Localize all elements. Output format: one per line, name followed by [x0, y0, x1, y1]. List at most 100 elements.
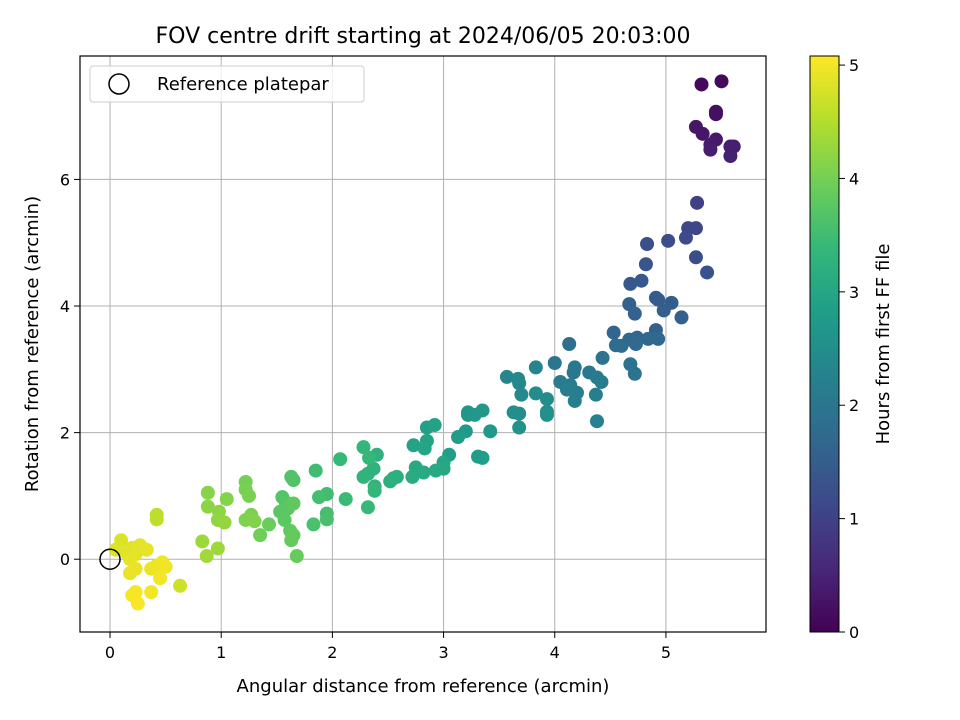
data-point	[200, 485, 215, 500]
data-point	[405, 469, 420, 484]
data-point	[319, 512, 334, 527]
y-tick-label: 0	[60, 550, 70, 569]
data-point	[623, 276, 638, 291]
data-point	[690, 195, 705, 210]
data-point	[594, 374, 609, 389]
data-point	[338, 492, 353, 507]
y-tick-label: 6	[60, 170, 70, 189]
data-point	[674, 310, 689, 325]
data-point	[595, 350, 610, 365]
data-point	[475, 450, 490, 465]
colorbar-tick-label: 3	[849, 283, 859, 302]
data-point	[656, 303, 671, 318]
data-point	[128, 585, 143, 600]
data-point	[588, 387, 603, 402]
x-tick-label: 1	[216, 643, 226, 662]
reference-point-marker	[99, 548, 121, 570]
data-point	[651, 331, 666, 346]
data-point	[512, 376, 527, 391]
data-point	[514, 387, 529, 402]
data-point	[661, 233, 676, 248]
data-point	[210, 541, 225, 556]
data-point	[528, 386, 543, 401]
data-point	[247, 514, 262, 529]
data-point	[708, 107, 723, 122]
data-point	[512, 420, 527, 435]
data-point	[694, 77, 709, 92]
data-point	[219, 492, 234, 507]
data-point	[356, 469, 371, 484]
data-point	[253, 528, 268, 543]
data-point	[628, 337, 643, 351]
colorbar-tick-label: 2	[849, 396, 859, 415]
data-point	[277, 512, 292, 527]
data-point	[638, 257, 653, 272]
data-point	[144, 585, 159, 600]
data-point	[153, 571, 168, 586]
colorbar-tick-label: 4	[849, 169, 859, 188]
x-axis-label: Angular distance from reference (arcmin)	[237, 676, 610, 697]
y-tick-label: 4	[60, 297, 70, 316]
x-tick-label: 2	[327, 643, 337, 662]
x-tick-label: 0	[105, 643, 115, 662]
data-point	[241, 488, 256, 503]
data-point	[512, 406, 527, 421]
data-point	[566, 365, 581, 380]
data-point	[634, 273, 649, 288]
data-point	[130, 596, 145, 611]
data-point	[714, 74, 729, 89]
data-point	[367, 483, 382, 498]
colorbar-label: Hours from first FF file	[873, 244, 894, 445]
colorbar-scale	[809, 55, 840, 633]
data-point	[262, 517, 277, 532]
data-point	[562, 337, 577, 351]
data-point	[695, 126, 710, 141]
data-point	[195, 534, 210, 549]
data-point	[139, 542, 154, 557]
x-axis-ticks: 0 1 2 3 4 5	[105, 632, 671, 662]
data-point	[641, 331, 656, 346]
data-point	[333, 452, 348, 467]
x-tick-label: 3	[438, 643, 448, 662]
data-point	[308, 463, 323, 478]
legend: Reference platepar	[89, 65, 365, 103]
data-point	[417, 441, 432, 456]
reference-marker-group	[99, 548, 121, 570]
data-point	[567, 393, 582, 408]
data-point	[149, 512, 164, 527]
data-point	[547, 355, 562, 370]
data-point	[312, 490, 327, 505]
data-point	[416, 465, 431, 480]
data-point	[627, 306, 642, 321]
data-point	[428, 463, 443, 478]
plot-frame	[79, 55, 767, 633]
data-point	[499, 369, 514, 384]
x-tick-label: 5	[661, 643, 671, 662]
data-point	[383, 474, 398, 489]
data-point	[360, 500, 375, 515]
data-point	[286, 496, 301, 511]
data-point	[158, 559, 173, 574]
data-point	[678, 230, 693, 245]
data-point	[703, 142, 718, 157]
chart-title: FOV centre drift starting at 2024/06/05 …	[156, 24, 691, 49]
data-point	[483, 424, 498, 439]
colorbar-tick-label: 0	[849, 623, 859, 642]
data-point	[123, 566, 138, 581]
grid-lines	[80, 56, 766, 632]
data-point	[590, 414, 605, 429]
data-point	[306, 517, 321, 532]
data-point	[217, 515, 232, 530]
data-point	[688, 250, 703, 265]
data-point	[539, 407, 554, 422]
legend-entry-reference-platepar: Reference platepar	[157, 74, 329, 95]
y-axis-ticks: 0 2 4 6	[60, 170, 80, 569]
data-point	[356, 440, 371, 455]
y-tick-label: 2	[60, 424, 70, 443]
data-points	[108, 74, 741, 611]
data-point	[173, 578, 188, 593]
data-point	[651, 292, 666, 307]
data-point	[723, 149, 738, 164]
